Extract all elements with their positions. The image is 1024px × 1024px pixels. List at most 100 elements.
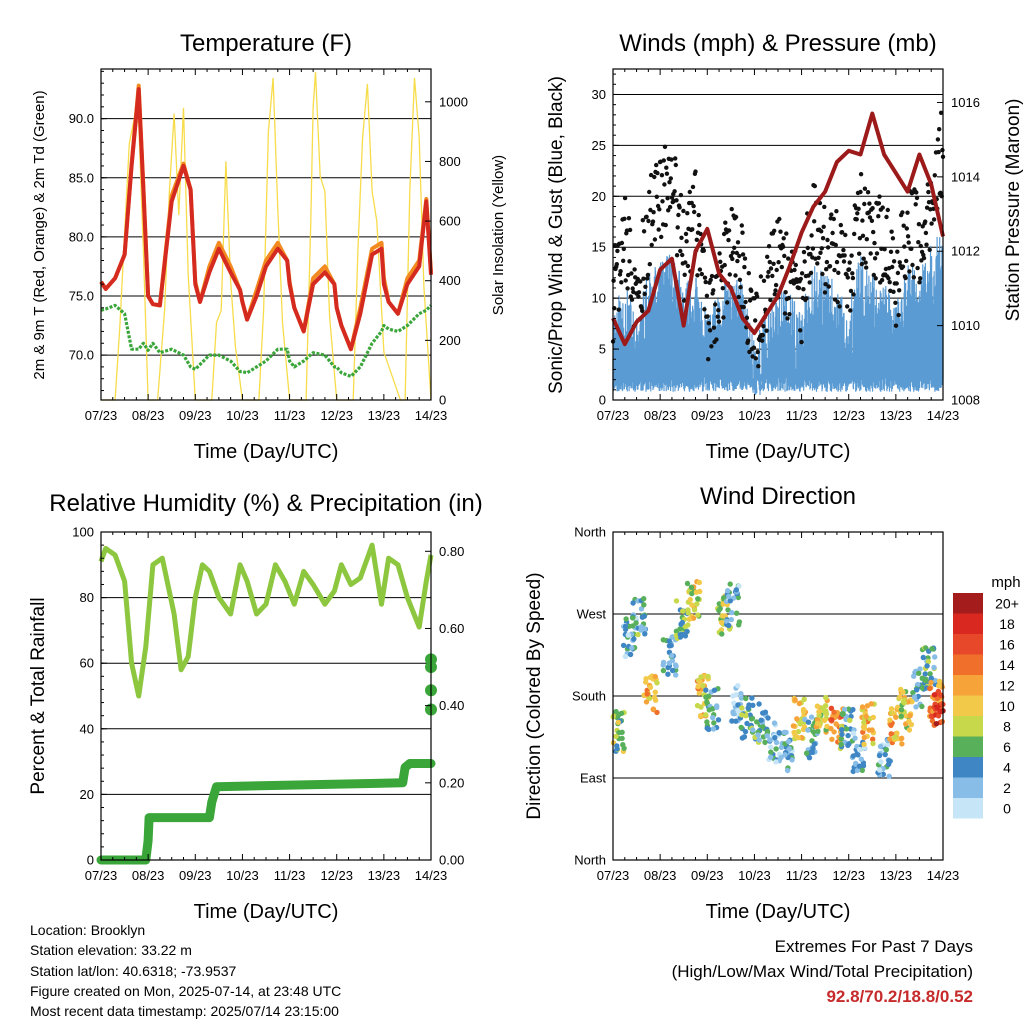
x-tick-label: 13/23 <box>880 408 913 423</box>
x-tick-label: 12/23 <box>320 868 353 883</box>
gust-point <box>722 262 727 268</box>
direction-point <box>810 729 817 735</box>
direction-point <box>910 690 916 696</box>
gust-point <box>870 206 875 211</box>
direction-point <box>697 679 703 685</box>
speed-bin-swatch <box>953 716 983 737</box>
gust-point <box>876 214 881 219</box>
gust-point <box>801 249 807 255</box>
humidity-title: Relative Humidity (%) & Precipitation (i… <box>49 490 482 517</box>
gust-point <box>830 230 835 236</box>
gust-point <box>627 227 633 233</box>
x-tick-label: 08/23 <box>132 868 165 883</box>
direction-point <box>646 695 653 701</box>
gust-point <box>931 217 937 222</box>
gust-point <box>662 182 667 187</box>
gust-point <box>618 269 623 274</box>
direction-point <box>920 654 926 661</box>
direction-point <box>669 667 676 674</box>
y-right-tick-label: 0.40 <box>439 698 464 713</box>
gust-point <box>938 190 943 195</box>
temperature-ylabel: 2m & 9m T (Red, Orange) & 2m Td (Green) <box>31 90 48 379</box>
direction-point <box>756 737 762 743</box>
direction-point <box>795 735 801 741</box>
gust-point <box>615 248 620 254</box>
direction-point <box>726 622 732 629</box>
direction-point <box>703 687 709 693</box>
gust-point <box>842 253 847 258</box>
direction-point <box>917 666 923 672</box>
y-tick-label: 0 <box>599 393 606 408</box>
gust-point <box>739 223 744 228</box>
gust-point <box>705 314 710 319</box>
direction-point <box>650 706 657 712</box>
x-tick-label: 14/23 <box>927 868 960 883</box>
direction-point <box>756 701 762 707</box>
direction-point <box>831 729 837 735</box>
direction-point <box>627 651 634 658</box>
direction-cluster <box>723 581 743 629</box>
gust-point <box>857 236 863 241</box>
gust-point <box>897 260 902 265</box>
gust-point <box>740 230 745 235</box>
direction-point <box>742 728 749 735</box>
speed-bin-label: 16 <box>999 636 1015 652</box>
gust-point <box>673 156 678 161</box>
speed-bin-label: 8 <box>1003 718 1011 734</box>
direction-point <box>750 727 756 733</box>
direction-point <box>850 706 856 713</box>
gust-point <box>893 300 898 305</box>
direction-point <box>619 729 625 735</box>
recent-data-timestamp: Most recent data timestamp: 2025/07/14 2… <box>30 1003 339 1020</box>
station-elevation: Station elevation: 33.22 m <box>30 942 192 959</box>
direction-point <box>697 713 704 719</box>
direction-point <box>725 588 731 594</box>
gust-point <box>834 209 839 214</box>
direction-point <box>633 620 639 626</box>
winds-xlabel: Time (Day/UTC) <box>706 441 851 463</box>
gust-point <box>831 216 836 222</box>
direction-point <box>776 730 783 736</box>
direction-point <box>703 694 709 700</box>
gust-point <box>902 244 907 249</box>
gust-point <box>726 237 731 243</box>
direction-point <box>725 607 731 613</box>
direction-point <box>623 616 629 622</box>
y-right-tick-label: 1010 <box>951 318 980 333</box>
gust-point <box>913 202 918 207</box>
direction-point <box>666 638 672 644</box>
gust-point <box>737 253 742 259</box>
gust-point <box>708 277 713 283</box>
gust-point <box>836 270 841 275</box>
gust-point <box>652 174 657 180</box>
gust-point <box>834 259 840 265</box>
gust-point <box>886 276 891 281</box>
direction-point <box>641 613 647 619</box>
gust-point <box>704 293 710 298</box>
direction-point <box>730 709 736 715</box>
gust-point <box>685 263 691 269</box>
direction-point <box>684 580 691 587</box>
gust-point <box>879 246 884 251</box>
direction-point <box>660 662 666 668</box>
gust-point <box>621 258 626 263</box>
direction-point <box>876 767 883 773</box>
temperature-panel: Temperature (F) 70.0 75.0 80.0 85.0 90.0 0 200… <box>31 30 507 463</box>
gust-point <box>676 212 681 218</box>
gust-point <box>782 311 788 316</box>
gust-point <box>640 218 645 223</box>
extremes-value: 92.8/70.2/18.8/0.52 <box>826 987 973 1006</box>
gust-point <box>838 222 843 228</box>
figure-created: Figure created on Mon, 2025-07-14, at 23… <box>30 982 342 999</box>
y-right-tick-label: 0.20 <box>439 775 464 790</box>
direction-point <box>735 683 741 689</box>
direction-point <box>839 731 845 738</box>
speed-bin-swatch <box>953 675 983 696</box>
gust-point <box>893 323 899 328</box>
gust-point <box>716 319 722 324</box>
speed-bin-swatch <box>953 777 983 798</box>
direction-point <box>845 732 851 739</box>
gust-point <box>626 216 632 221</box>
gust-point <box>910 262 915 268</box>
speed-bin-swatch <box>953 593 983 614</box>
